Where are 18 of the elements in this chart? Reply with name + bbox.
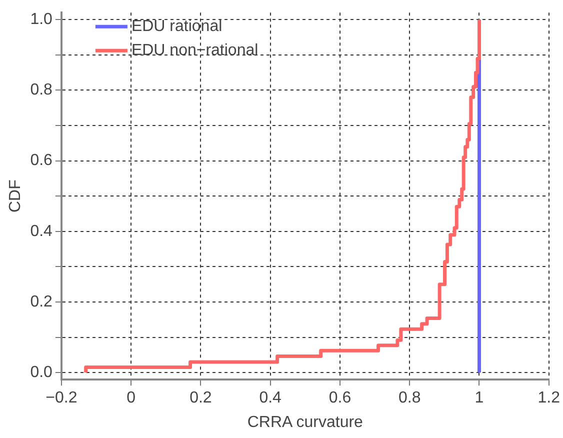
x-tick-label: 0 xyxy=(126,390,136,407)
x-tick-label: 1 xyxy=(474,390,484,407)
y-axis-title: CDF xyxy=(7,179,24,213)
y-tick-label: 0.4 xyxy=(30,222,53,240)
y-tick-label: 0.8 xyxy=(30,82,53,99)
x-axis-title: CRRA curvature xyxy=(247,414,364,431)
x-tick-label: 1.2 xyxy=(538,390,560,407)
x-tick-label: 0.6 xyxy=(328,390,352,407)
y-tick-label: 0.2 xyxy=(30,293,53,310)
x-tick-label: 0.8 xyxy=(398,390,421,407)
legend-label: EDU rational xyxy=(131,18,222,36)
y-tick-label: 0.0 xyxy=(30,364,53,381)
x-tick-label: 0.4 xyxy=(259,390,282,407)
x-tick-label: 0.2 xyxy=(190,390,212,407)
y-tick-label: 1.0 xyxy=(30,11,53,28)
legend-label: EDU non−rational xyxy=(131,42,258,60)
y-tick-label: 0.6 xyxy=(30,152,53,170)
x-tick-label: −0.2 xyxy=(46,390,78,407)
